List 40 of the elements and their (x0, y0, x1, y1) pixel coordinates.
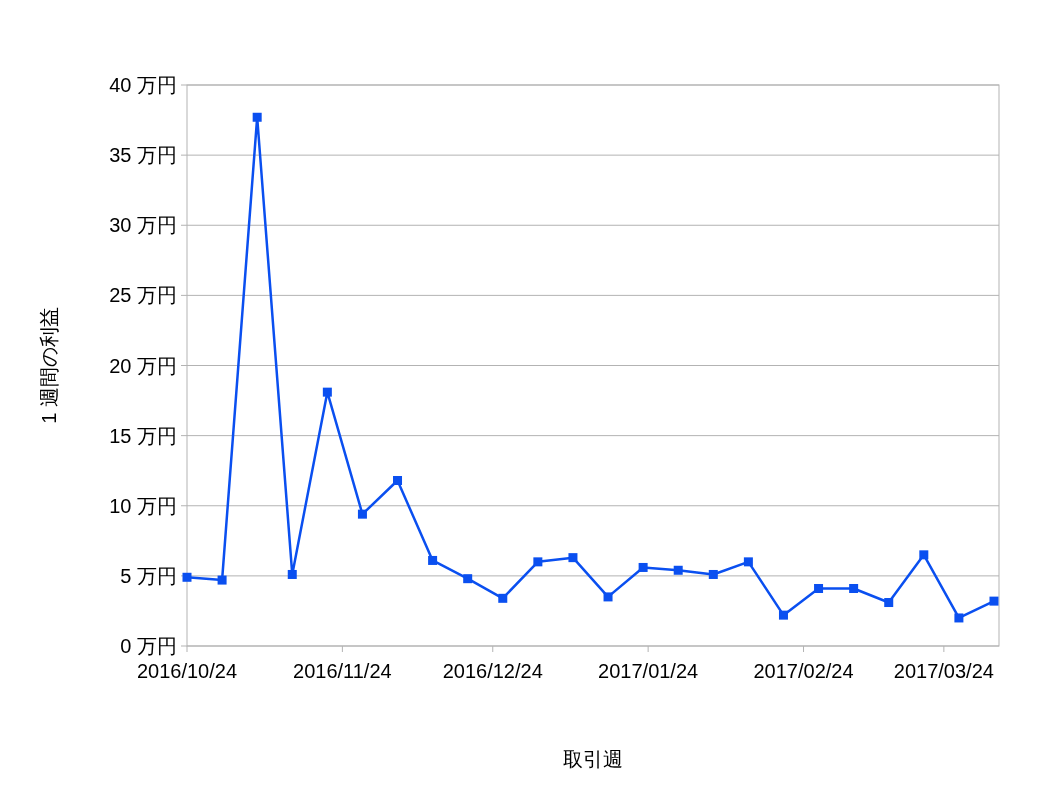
point (814, 584, 824, 593)
point (603, 592, 613, 602)
y-tick-label: 10 万円 (109, 494, 177, 517)
point (498, 593, 508, 603)
point (708, 569, 718, 579)
point (919, 550, 929, 560)
x-tick-label: 2017/03/24 (893, 660, 994, 682)
point (357, 509, 367, 519)
point (428, 555, 438, 565)
point (568, 553, 578, 563)
point (287, 569, 297, 579)
point (322, 387, 332, 397)
y-tick-label: 35 万円 (109, 144, 177, 167)
x-tick-label: 2016/12/24 (442, 660, 543, 682)
point (743, 557, 753, 567)
x-axis-title: 取引週 (563, 748, 623, 770)
point (252, 112, 262, 122)
point (217, 575, 227, 585)
y-tick-label: 5 万円 (120, 564, 177, 587)
point (884, 598, 894, 608)
point (849, 584, 859, 593)
y-tick-label: 40 万円 (109, 74, 177, 96)
y-tick-label: 15 万円 (109, 424, 177, 447)
x-tick-label: 2017/01/24 (598, 660, 699, 682)
point (778, 610, 788, 620)
y-tick-label: 20 万円 (109, 354, 177, 377)
y-axis-title: 1 週間の利益 (38, 307, 60, 424)
y-tick-label: 0 万円 (120, 635, 177, 657)
point (638, 562, 648, 572)
y-tick-label: 30 万円 (109, 214, 177, 237)
point (393, 476, 403, 486)
x-tick-label: 2017/02/24 (753, 660, 854, 682)
point (533, 557, 543, 567)
point (989, 596, 999, 606)
y-tick-label: 25 万円 (109, 284, 177, 307)
x-tick-label: 2016/11/24 (293, 660, 392, 682)
point (954, 613, 964, 623)
point (673, 565, 683, 575)
x-tick-label: 2016/10/24 (136, 660, 238, 682)
point (463, 574, 473, 584)
